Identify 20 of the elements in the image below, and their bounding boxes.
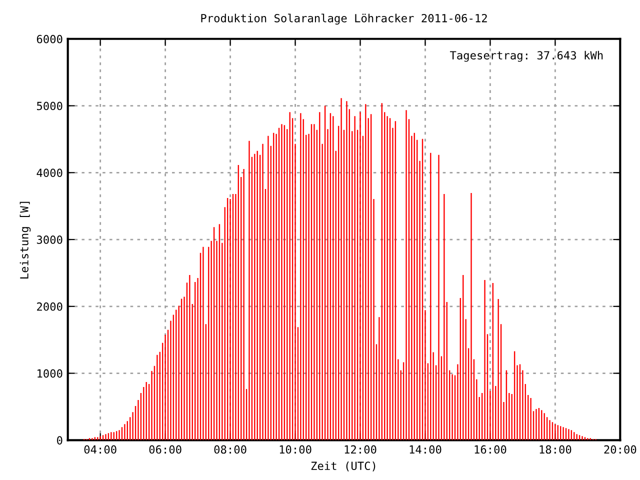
y-tick-label: 1000	[38, 369, 62, 378]
y-tick-label: 6000	[36, 34, 62, 44]
y-tick-label: 0	[57, 436, 62, 445]
x-tick-label: 18:00	[540, 445, 572, 454]
y-tick-label: 2000	[37, 302, 62, 311]
x-tick-label: 06:00	[149, 445, 182, 454]
x-tick-label: 14:00	[410, 445, 442, 454]
y-tick-label: 5000	[37, 102, 62, 110]
x-tick-label: 20:00	[604, 445, 636, 454]
y-tick-label: 4000	[36, 168, 62, 178]
x-tick-label: 12:00	[344, 445, 376, 454]
x-axis-title: Zeit (UTC)	[311, 461, 376, 472]
y-tick-label: 3000	[36, 236, 62, 244]
x-tick-label: 04:00	[84, 445, 116, 454]
x-tick-label: 10:00	[280, 445, 312, 454]
annotation: Tagesertrag: 37.643 kWh	[450, 50, 603, 62]
chart-title: Produktion Solaranlage Löhracker 2011-06-12	[201, 14, 487, 25]
x-tick-label: 16:00	[474, 445, 506, 454]
y-axis-title: Leistung [W]	[20, 202, 31, 278]
x-tick-label: 08:00	[214, 445, 246, 454]
